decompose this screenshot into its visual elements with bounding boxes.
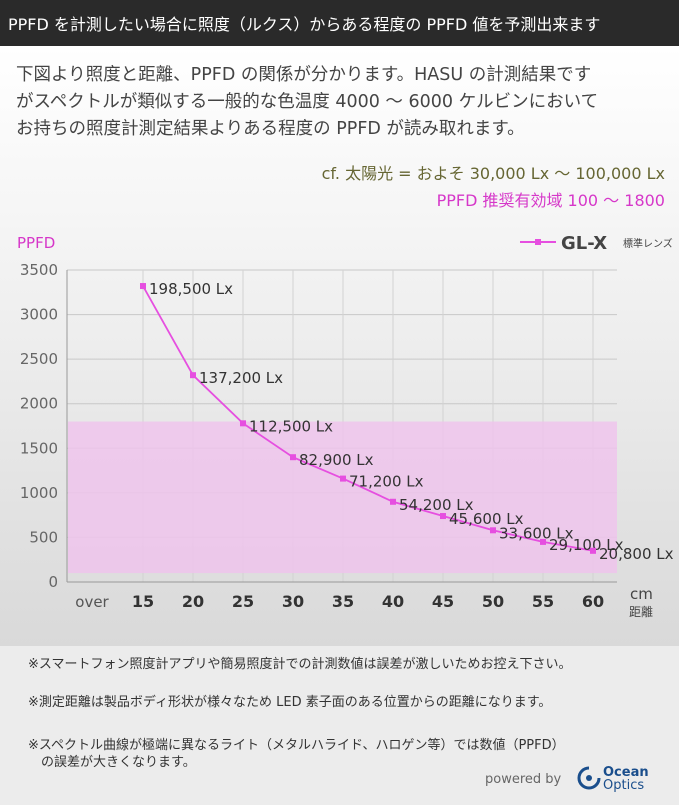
x-axis-unit: cm	[630, 585, 653, 603]
ocean-optics-logo: Ocean Optics	[603, 766, 649, 792]
data-point	[590, 547, 596, 554]
note-2: ※測定距離は製品ボディ形状が様々なため LED 素子面のある位置からの距離になり…	[28, 695, 552, 710]
y-tick-label: 2500	[20, 350, 58, 368]
data-label: 82,900 Lx	[299, 451, 374, 469]
legend-marker	[535, 239, 541, 245]
x-tick-label: over	[75, 593, 109, 611]
legend-series-name: GL-X	[561, 233, 607, 254]
data-point	[540, 538, 546, 545]
y-axis-label: PPFD	[17, 234, 55, 252]
intro-line-1: 下図より照度と距離、PPFD の関係が分かります。HASU の計測結果です	[16, 65, 592, 85]
y-tick-label: 1500	[20, 439, 58, 457]
x-tick-label: 20	[182, 592, 204, 611]
x-tick-label: 15	[132, 592, 154, 611]
legend-sub-label: 標準レンズ	[623, 237, 673, 250]
data-label: 20,800 Lx	[599, 545, 674, 563]
y-tick-label: 1000	[20, 484, 58, 502]
x-tick-label: 45	[432, 592, 454, 611]
intro-text: 下図より照度と距離、PPFD の関係が分かります。HASU の計測結果です がス…	[16, 62, 671, 143]
data-point	[390, 498, 396, 505]
x-axis-label: 距離	[629, 605, 653, 619]
data-label: 54,200 Lx	[399, 496, 474, 514]
logo-word-bottom: Optics	[603, 778, 645, 793]
ppfd-range-note: PPFD 推奨有効域 100 ～ 1800	[436, 191, 665, 210]
note-3: ※スペクトル曲線が極端に異なるライト（メタルハライド、ハロゲン等）では数値（PP…	[28, 737, 565, 771]
data-point	[290, 454, 296, 461]
data-point	[490, 527, 496, 534]
data-label: 198,500 Lx	[149, 280, 233, 298]
legend: GL-X 標準レンズ	[520, 233, 673, 254]
axes: 0 500 1000 1500 2000 2500 3000 3500 over 15 20 25 30…	[20, 261, 617, 611]
data-point	[190, 372, 196, 379]
banner-title: PPFD を計測したい場合に照度（ルクス）からある程度の PPFD 値を予測出来…	[8, 15, 601, 34]
note-1: ※スマートフォン照度計アプリや簡易照度計での計測数値は誤差が激しいためお控え下さ…	[28, 657, 572, 672]
y-tick-label: 2000	[20, 395, 58, 413]
footer-area	[0, 646, 679, 805]
note-3-line-1: ※スペクトル曲線が極端に異なるライト（メタルハライド、ハロゲン等）では数値（PP…	[28, 738, 565, 753]
series-gl-x: 198,500 Lx 137,200 Lx 112,500 Lx 82,900 Lx 7…	[140, 280, 674, 563]
sunlight-note: cf. 太陽光 = およそ 30,000 Lx ～ 100,000 Lx	[321, 164, 665, 183]
recommended-band	[68, 421, 617, 574]
data-label: 45,600 Lx	[449, 510, 524, 528]
data-point	[440, 513, 446, 520]
x-tick-label: 35	[332, 592, 354, 611]
data-point	[340, 475, 346, 482]
logo-word-top: Ocean	[603, 765, 649, 780]
page-banner: PPFD を計測したい場合に照度（ルクス）からある程度の PPFD 値を予測出来…	[0, 0, 679, 46]
note-3-line-2: の誤差が大きくなります。	[28, 755, 196, 770]
x-tick-label: 55	[532, 592, 554, 611]
powered-by-label: powered by	[485, 772, 562, 787]
y-tick-label: 0	[48, 573, 58, 591]
data-point	[240, 420, 246, 427]
ocean-optics-logo-icon	[577, 766, 601, 790]
data-label: 33,600 Lx	[499, 524, 574, 542]
intro-line-2: がスペクトルが類似する一般的な色温度 4000 ～ 6000 ケルビンにおいて	[16, 92, 599, 112]
data-label: 137,200 Lx	[199, 369, 283, 387]
x-tick-label: 60	[582, 592, 604, 611]
y-tick-label: 500	[29, 528, 58, 546]
series-line	[142, 285, 594, 552]
x-tick-label: 40	[382, 592, 404, 611]
x-tick-label: 30	[282, 592, 304, 611]
x-tick-label: 25	[232, 592, 254, 611]
data-label: 29,100 Lx	[549, 536, 624, 554]
intro-line-3: お持ちの照度計測定結果よりある程度の PPFD が読み取れます。	[16, 119, 525, 139]
data-point	[140, 283, 146, 290]
y-tick-label: 3000	[20, 306, 58, 324]
data-label: 112,500 Lx	[249, 417, 333, 435]
y-tick-label: 3500	[20, 261, 58, 279]
data-label: 71,200 Lx	[349, 473, 424, 491]
x-tick-label: 50	[482, 592, 504, 611]
